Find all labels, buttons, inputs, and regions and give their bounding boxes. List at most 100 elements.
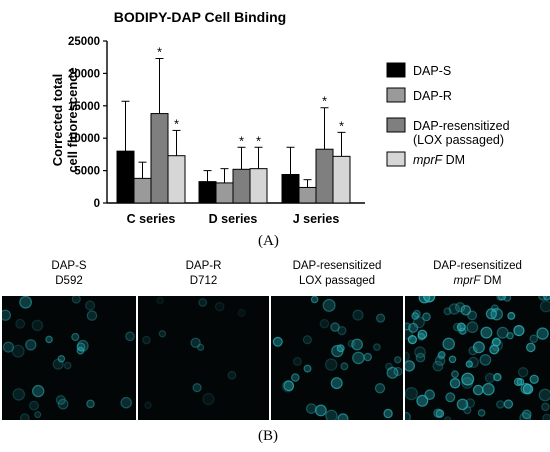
bar	[116, 150, 135, 204]
cell	[454, 301, 466, 313]
cell	[496, 400, 505, 409]
cell	[480, 326, 493, 339]
cell	[375, 313, 386, 323]
cell	[352, 351, 365, 365]
y-tick-label: 0	[94, 198, 100, 210]
cell	[190, 337, 201, 349]
micrograph-label: DAP-resensitized mprF DM	[405, 259, 550, 289]
cell	[12, 388, 26, 401]
significance-marker: *	[239, 133, 244, 148]
bar	[133, 177, 152, 204]
cell	[142, 335, 151, 345]
legend-label-italic: mprF	[413, 153, 444, 167]
significance-marker: *	[339, 118, 344, 133]
cell	[456, 398, 469, 411]
cell	[405, 360, 415, 372]
cell	[418, 296, 431, 304]
cell	[29, 400, 40, 411]
bar	[332, 155, 351, 204]
cell	[543, 296, 550, 301]
cell	[529, 334, 539, 344]
cell	[542, 413, 550, 420]
cell	[374, 382, 386, 394]
cell	[386, 366, 399, 379]
cell	[432, 360, 444, 372]
micrograph-label-line2: LOX passaged	[298, 275, 376, 287]
cell	[539, 300, 550, 313]
legend: DAP-S DAP-R DAP-resensitized(LOX passaged)…	[386, 62, 510, 167]
legend-label: DAP-resensitized	[413, 119, 510, 133]
x-category-label: D series	[209, 212, 258, 226]
cell	[71, 296, 81, 304]
cell	[303, 364, 312, 373]
legend-label: DAP-S	[413, 64, 451, 78]
cell	[452, 322, 462, 332]
cell	[443, 307, 452, 316]
bar	[298, 186, 317, 204]
cell	[292, 356, 302, 366]
legend-swatch	[386, 117, 406, 133]
cell	[330, 322, 340, 332]
cell	[227, 370, 237, 380]
cell	[383, 408, 393, 419]
cell	[34, 410, 42, 419]
cell	[125, 331, 135, 342]
micrograph-label-line2: D592	[55, 275, 83, 287]
cell	[526, 342, 536, 353]
cell	[467, 356, 480, 369]
cell	[516, 377, 525, 386]
micrograph-label-line2: D712	[189, 275, 218, 287]
y-tick-label: 5000	[74, 166, 100, 178]
cell	[405, 411, 411, 420]
cell	[63, 361, 72, 370]
cell	[538, 388, 550, 402]
bar	[315, 148, 334, 204]
cell	[461, 372, 475, 386]
bar	[249, 168, 268, 204]
cell	[472, 384, 484, 396]
y-tick-label: 15000	[68, 101, 100, 113]
cell	[472, 341, 485, 354]
cell	[363, 352, 373, 362]
cell	[322, 298, 336, 312]
legend-label: DAP-R	[413, 89, 452, 103]
cell	[541, 402, 550, 412]
micrograph-label: DAP-resensitized LOX passaged	[271, 259, 403, 289]
cell	[484, 372, 496, 384]
cell	[407, 334, 418, 345]
cell	[477, 408, 486, 417]
cell	[11, 344, 25, 358]
cell	[19, 296, 32, 309]
cell	[536, 327, 549, 340]
cell	[424, 389, 435, 400]
legend-swatch	[386, 151, 406, 167]
cell	[414, 346, 426, 359]
cell	[448, 355, 457, 364]
cell	[415, 352, 426, 363]
cell	[393, 356, 402, 364]
cell	[482, 382, 495, 396]
micrograph-cells	[405, 296, 550, 420]
cell	[529, 374, 539, 385]
legend-label-rest: DM	[442, 153, 465, 167]
cell	[479, 354, 492, 366]
y-tick-label: 20000	[68, 68, 100, 80]
y-axis-label-line1: Corrected total	[50, 74, 65, 166]
cell	[202, 392, 215, 406]
cell	[465, 360, 474, 368]
panel-label-a: (A)	[258, 233, 279, 249]
cell	[503, 399, 514, 409]
significance-marker: *	[256, 133, 261, 148]
cell	[32, 384, 45, 398]
bar	[198, 181, 217, 204]
cell	[237, 308, 246, 317]
bar	[232, 168, 251, 204]
cell	[290, 373, 300, 382]
cell	[305, 403, 317, 414]
cell	[337, 325, 347, 336]
cell	[315, 404, 327, 417]
cell	[351, 338, 363, 351]
x-category-label: J series	[293, 212, 340, 226]
cell	[496, 326, 509, 339]
cell	[466, 321, 479, 334]
